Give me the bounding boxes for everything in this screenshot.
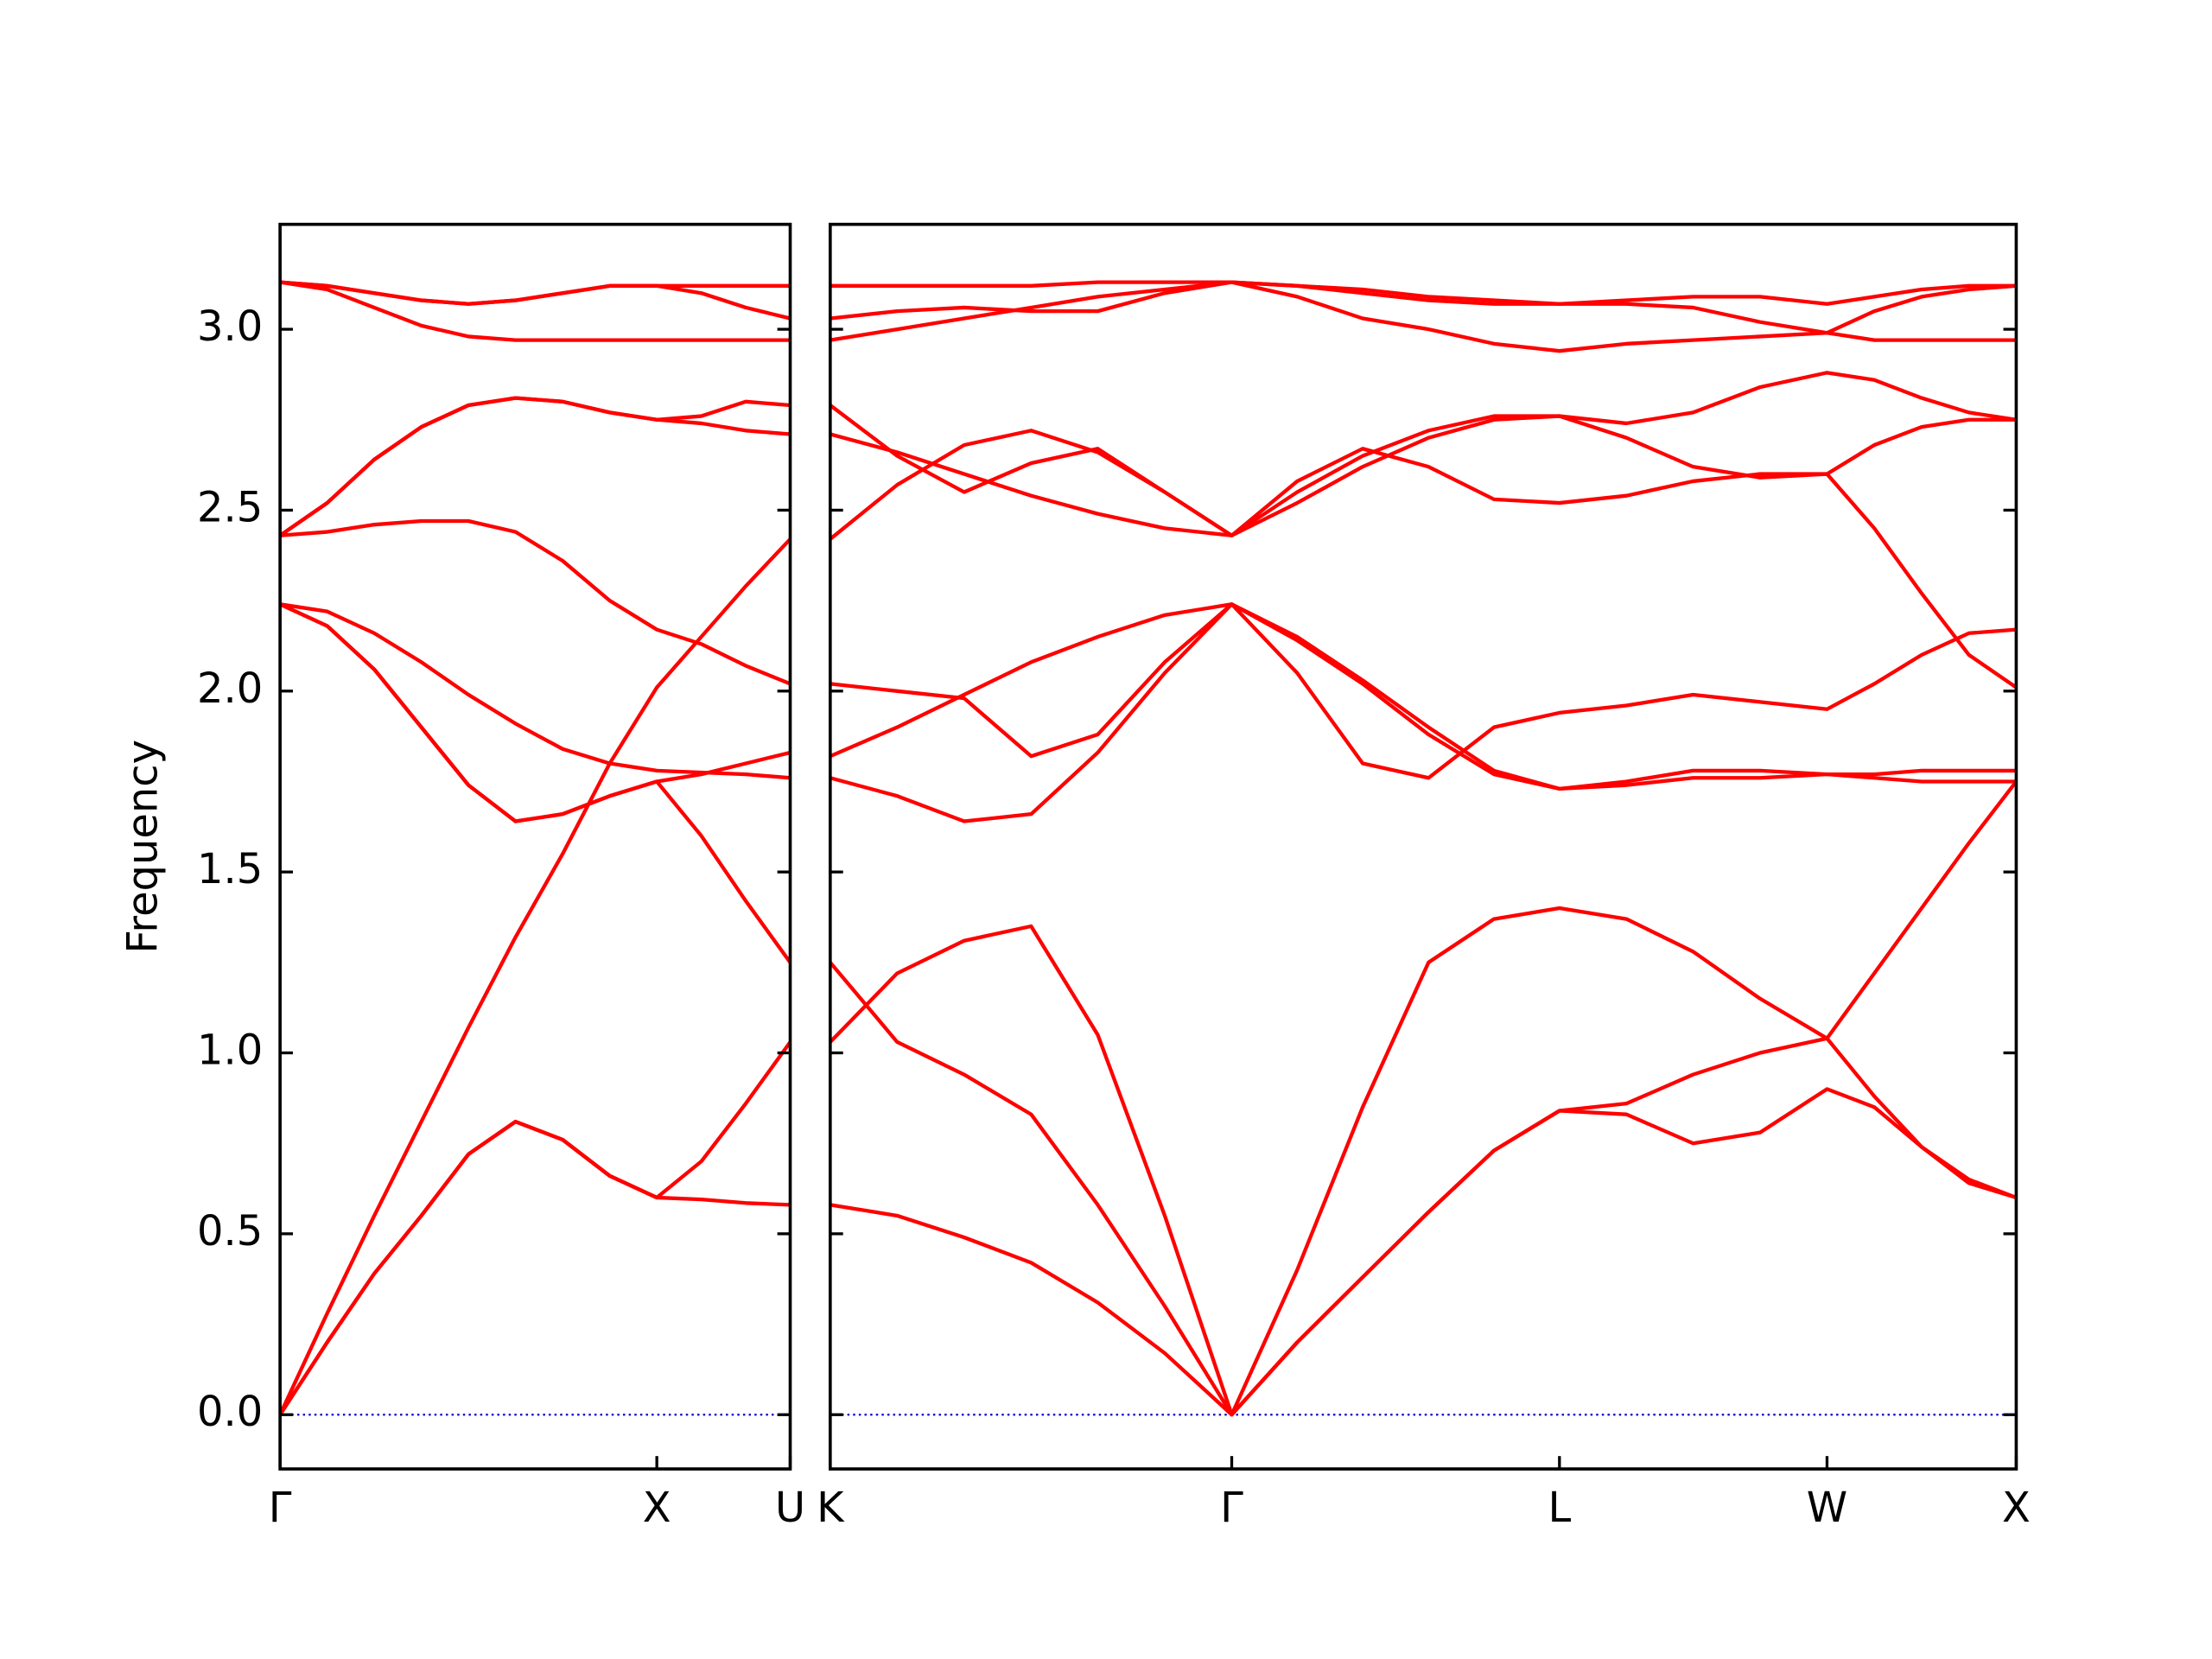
x-tick-label: Γ: [1220, 1484, 1243, 1532]
y-tick-label: 0.5: [197, 1207, 263, 1255]
band-line: [830, 280, 2017, 306]
band-line: [830, 417, 2017, 537]
x-tick-label: L: [1548, 1484, 1571, 1532]
band-line: [830, 906, 2017, 1417]
x-tick-label: X: [2002, 1484, 2031, 1532]
band-line: [280, 518, 791, 686]
band-line: [280, 396, 791, 537]
x-tick-label: X: [643, 1484, 671, 1532]
band-line: [830, 371, 2017, 541]
y-tick-label: 2.0: [197, 664, 263, 713]
y-tick-label: 1.0: [197, 1027, 263, 1075]
band-line: [830, 602, 2017, 791]
band-line: [280, 537, 791, 1416]
y-tick-label: 3.0: [197, 302, 263, 351]
y-tick-label: 1.5: [197, 845, 263, 893]
band-line: [830, 280, 2017, 353]
band-line: [830, 602, 2017, 791]
x-tick-label: K: [817, 1484, 845, 1532]
band-line: [830, 780, 2017, 1417]
x-tick-label: W: [1807, 1484, 1847, 1532]
y-tick-label: 0.0: [197, 1388, 263, 1436]
band-line: [280, 280, 791, 342]
y-axis-label: Frequency: [119, 740, 168, 954]
band-line: [830, 280, 2017, 342]
plot-frame: [278, 222, 792, 1471]
band-line: [280, 602, 791, 780]
x-tick-label: Γ: [269, 1484, 292, 1532]
band-line: [280, 1040, 791, 1416]
x-tick-label: U: [775, 1484, 805, 1532]
band-line: [830, 404, 2017, 690]
y-tick-label: 2.5: [197, 483, 263, 531]
plot-frame: [829, 222, 2018, 1471]
band-line: [280, 280, 791, 321]
